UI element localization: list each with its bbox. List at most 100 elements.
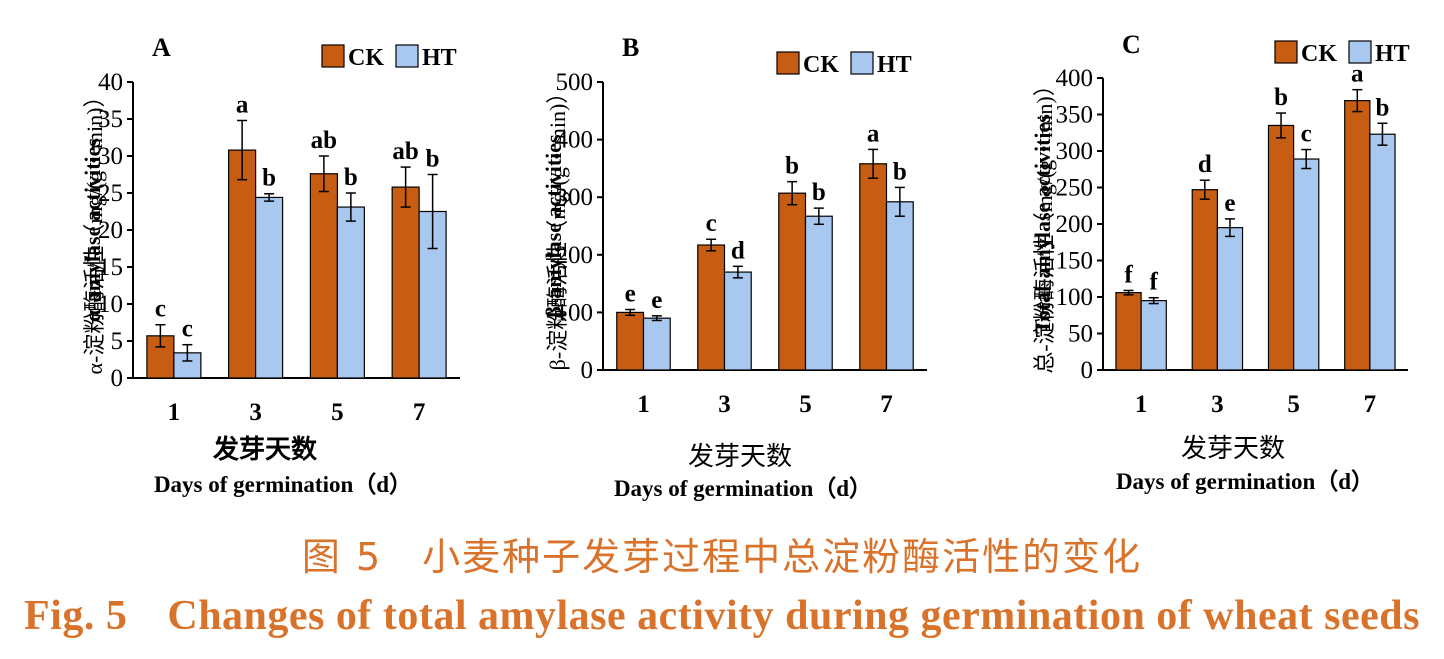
significance-letter: b	[812, 179, 826, 206]
figure-caption-cn: 图 5 小麦种子发芽过程中总淀粉酶活性的变化	[0, 526, 1444, 581]
y-tick-label: 400	[556, 127, 594, 154]
x-axis-label-en: Days of germination（d）	[1116, 468, 1374, 494]
significance-letter: c	[1301, 121, 1312, 148]
bar-ht	[642, 317, 671, 371]
x-tick-label: 7	[1364, 391, 1377, 418]
bar-ht	[1369, 133, 1396, 371]
legend-swatch-ht	[1348, 40, 1372, 64]
x-tick-label: 5	[331, 399, 344, 426]
y-tick-label: 200	[1056, 211, 1094, 238]
legend-swatch-ck	[1274, 40, 1298, 64]
significance-letter: d	[1198, 151, 1212, 178]
legend-label-ck: CK	[348, 45, 384, 71]
significance-letter: d	[731, 237, 745, 264]
significance-letter: e	[651, 287, 662, 314]
panel-label: A	[152, 33, 171, 62]
significance-letter: f	[1124, 261, 1133, 288]
y-tick-label: 35	[98, 106, 123, 133]
legend-label-ht: HT	[422, 45, 457, 71]
legend-swatch-ck	[321, 44, 345, 68]
significance-letter: c	[706, 210, 717, 237]
legend-label-ck: CK	[803, 52, 839, 78]
y-axis-label-en: Total-amylase activities	[1030, 114, 1055, 334]
significance-letter: a	[236, 91, 249, 118]
x-tick-label: 1	[168, 399, 181, 426]
y-tick-label: 300	[1056, 138, 1094, 165]
bar-ck	[1344, 100, 1371, 371]
significance-letter: b	[426, 146, 440, 173]
x-tick-label: 7	[880, 391, 893, 418]
significance-letter: b	[785, 153, 799, 180]
bar-ck	[697, 244, 726, 371]
bar-ck	[309, 173, 338, 379]
y-tick-label: 15	[98, 254, 123, 281]
y-axis-label-en: β-amylase activities	[541, 134, 566, 318]
y-tick-label: 30	[98, 143, 123, 170]
y-axis-label-en: α-amylase activities	[80, 138, 105, 322]
y-tick-label: 150	[1056, 248, 1094, 275]
caption-cn-text: 小麦种子发芽过程中总淀粉酶活性的变化	[422, 535, 1143, 579]
significance-letter: a	[867, 120, 880, 147]
x-axis-label-cn: 发芽天数	[1181, 434, 1285, 464]
bar-ck	[1115, 292, 1142, 371]
legend-label-ht: HT	[877, 52, 912, 78]
y-tick-label: 500	[556, 69, 594, 96]
bar-ht	[1293, 158, 1320, 371]
caption-en-figure-number: Fig. 5	[24, 593, 128, 639]
significance-letter: c	[155, 296, 166, 323]
bar-ck	[1191, 189, 1218, 371]
y-tick-label: 250	[1056, 175, 1094, 202]
significance-letter: f	[1150, 269, 1159, 296]
x-axis-label-cn: 发芽天数	[212, 434, 318, 465]
bar-ht	[1216, 227, 1244, 371]
figure-caption-en: Fig. 5 Changes of total amylase activity …	[0, 592, 1444, 640]
x-tick-label: 3	[249, 399, 262, 426]
y-tick-label: 350	[1056, 102, 1094, 129]
bar-ck	[391, 186, 420, 379]
significance-letter: b	[893, 158, 907, 185]
x-tick-label: 3	[718, 391, 731, 418]
y-tick-label: 5	[111, 328, 124, 355]
y-tick-label: 300	[556, 184, 594, 211]
x-tick-label: 1	[1135, 391, 1148, 418]
x-tick-label: 5	[1287, 391, 1300, 418]
y-tick-label: 0	[1081, 357, 1094, 384]
y-tick-label: 400	[1056, 65, 1094, 92]
x-axis-label-en: Days of germination（d）	[154, 471, 412, 497]
bar-ht	[336, 206, 365, 379]
bar-ck	[1267, 124, 1295, 371]
y-tick-label: 100	[1056, 284, 1094, 311]
x-axis-label-cn: 发芽天数	[688, 442, 792, 472]
bar-ht	[255, 196, 284, 379]
bar-ck	[859, 163, 888, 371]
legend-swatch-ht	[850, 51, 874, 75]
caption-cn-figure-number: 图 5	[301, 535, 383, 579]
significance-letter: ab	[311, 127, 337, 154]
y-tick-label: 200	[556, 242, 594, 269]
significance-letter: b	[262, 165, 276, 192]
y-tick-label: 0	[581, 357, 594, 384]
x-tick-label: 7	[413, 399, 426, 426]
y-tick-label: 0	[111, 365, 124, 392]
significance-letter: ab	[392, 138, 418, 165]
bar-ck	[228, 149, 257, 379]
x-axis-label-en: Days of germination（d）	[614, 475, 872, 501]
significance-letter: b	[1274, 84, 1288, 111]
y-tick-label: 25	[98, 180, 123, 207]
y-axis-label-cn: 总-淀粉酶活性（mg/(g・min)）	[1032, 74, 1057, 373]
legend-label-ck: CK	[1301, 41, 1337, 67]
y-tick-label: 20	[98, 217, 123, 244]
bar-ht	[804, 215, 833, 371]
bar-ht	[1140, 300, 1167, 371]
bar-ck	[778, 192, 807, 371]
bar-ck	[616, 311, 645, 371]
caption-en-text: Changes of total amylase activity during…	[167, 593, 1420, 639]
significance-letter: e	[1224, 190, 1235, 217]
x-tick-label: 5	[799, 391, 812, 418]
legend-swatch-ht	[395, 44, 419, 68]
panel-label: B	[622, 33, 639, 62]
significance-letter: b	[344, 164, 358, 191]
significance-letter: c	[182, 316, 193, 343]
legend-swatch-ck	[776, 51, 800, 75]
